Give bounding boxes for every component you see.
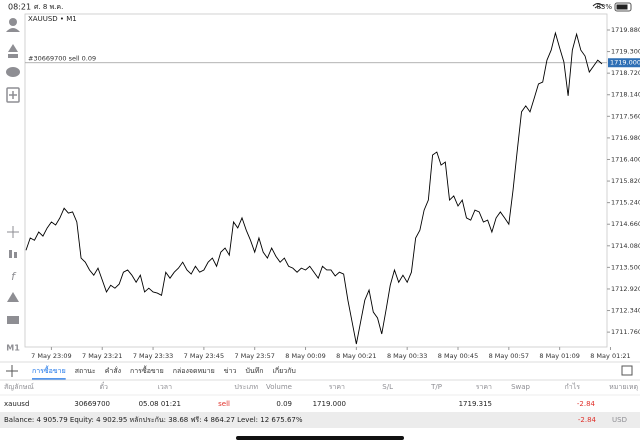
tab[interactable]: เกี่ยวกับ bbox=[273, 366, 296, 375]
battery-fill bbox=[616, 4, 628, 10]
timeframe-button[interactable]: M1 bbox=[6, 344, 20, 353]
cell-ticket: 30669700 bbox=[74, 400, 110, 408]
left-toolbar: f M1 bbox=[6, 18, 20, 353]
status-time: 08:21 bbox=[8, 3, 31, 12]
y-tick-label: 1712.340 bbox=[611, 307, 640, 315]
chart-layer: 1719.880 1719.300 1718.720 1718.140 1717.560… bbox=[25, 26, 640, 360]
y-tick-label: 1712.920 bbox=[611, 285, 640, 293]
cell-symbol: xauusd bbox=[4, 400, 29, 408]
x-tick-label: 8 May 00:45 bbox=[438, 352, 478, 360]
x-tick-label: 8 May 00:21 bbox=[336, 352, 376, 360]
x-tick-label: 7 May 23:33 bbox=[133, 352, 173, 360]
y-tick-label: 1719.880 bbox=[611, 26, 640, 34]
column-header: Swap bbox=[511, 383, 530, 391]
account-icon-body bbox=[6, 28, 20, 32]
y-tick-label: 1716.400 bbox=[611, 155, 640, 163]
home-indicator bbox=[236, 436, 404, 440]
cell-volume: 0.09 bbox=[276, 400, 292, 408]
tab[interactable]: ข่าว bbox=[224, 367, 237, 375]
cell-type: sell bbox=[218, 400, 230, 408]
y-tick-label: 1711.760 bbox=[611, 328, 640, 336]
battery-level: 83% bbox=[596, 3, 612, 11]
chart-symbol: XAUUSD • M1 bbox=[28, 15, 77, 23]
status-date: ศ. 8 พ.ค. bbox=[34, 3, 63, 11]
objects-icon[interactable] bbox=[7, 292, 19, 302]
column-header: Volume bbox=[266, 383, 292, 391]
column-header: ประเภท bbox=[234, 383, 258, 391]
new-order-plus bbox=[9, 91, 17, 99]
column-header: S/L bbox=[382, 383, 393, 391]
x-tick-label: 7 May 23:09 bbox=[31, 352, 71, 360]
add-button[interactable] bbox=[6, 365, 18, 377]
tab-bar: การซื้อขาย สถานะ คำสั่ง การซื้อขาย กล่องจดหม… bbox=[32, 364, 296, 380]
tab[interactable]: สถานะ bbox=[75, 367, 96, 375]
indicator-icon[interactable]: f bbox=[11, 270, 17, 283]
battery-icon bbox=[614, 2, 632, 12]
y-tick-label: 1719.300 bbox=[611, 48, 640, 56]
y-tick-label: 1716.980 bbox=[611, 134, 640, 142]
trade-icon[interactable] bbox=[8, 44, 18, 58]
column-header: ราคา bbox=[476, 383, 492, 391]
chat-icon[interactable] bbox=[6, 67, 20, 77]
y-tick-label: 1718.720 bbox=[611, 69, 640, 77]
account-bar bbox=[0, 412, 640, 428]
y-tick-label: 1714.080 bbox=[611, 242, 640, 250]
chart-frame bbox=[24, 13, 608, 348]
tab[interactable]: บันทึก bbox=[245, 366, 263, 375]
account-summary: Balance: 4 905.79 Equity: 4 902.95 หลักป… bbox=[4, 416, 303, 424]
x-tick-label: 7 May 23:57 bbox=[234, 352, 274, 360]
new-order-icon[interactable] bbox=[6, 87, 20, 103]
current-price-label: 1719.000 bbox=[610, 59, 640, 67]
x-tick-label: 7 May 23:45 bbox=[184, 352, 224, 360]
wifi-icon bbox=[592, 3, 604, 9]
y-tick-label: 1715.240 bbox=[611, 199, 640, 207]
x-tick-label: 8 May 00:33 bbox=[387, 352, 427, 360]
x-tick-label: 8 May 01:09 bbox=[539, 352, 579, 360]
y-tick-label: 1715.820 bbox=[611, 177, 640, 185]
account-profit: -2.84 bbox=[578, 416, 597, 424]
price-line bbox=[25, 31, 603, 345]
current-price-tag bbox=[608, 58, 640, 68]
candles-icon-2 bbox=[14, 252, 17, 258]
cell-price: 1719.315 bbox=[459, 400, 492, 408]
x-tick-label: 8 May 00:09 bbox=[285, 352, 325, 360]
position-row[interactable]: xauusd 30669700 05.08 01:21 sell 0.09 17… bbox=[4, 400, 596, 408]
tab[interactable]: กล่องจดหมาย bbox=[173, 367, 215, 375]
candles-icon[interactable] bbox=[9, 250, 12, 258]
tab-bar-menu[interactable] bbox=[621, 365, 633, 376]
y-tick-label: 1714.660 bbox=[611, 220, 640, 228]
y-tick-label: 1717.560 bbox=[611, 112, 640, 120]
cell-open-price: 1719.000 bbox=[313, 400, 346, 408]
tab[interactable]: การซื้อขาย bbox=[32, 364, 66, 375]
tab[interactable]: คำสั่ง bbox=[105, 366, 121, 375]
column-header: หมายเหตุ bbox=[609, 383, 638, 391]
cell-profit: -2.84 bbox=[577, 400, 596, 408]
column-header: เวลา bbox=[157, 383, 172, 391]
crosshair-icon[interactable] bbox=[7, 226, 19, 238]
column-header: ราคา bbox=[329, 383, 345, 391]
account-currency: USD bbox=[612, 416, 627, 424]
y-tick-label: 1718.140 bbox=[611, 91, 640, 99]
x-tick-label: 8 May 01:21 bbox=[590, 352, 630, 360]
column-header: ตั๋ว bbox=[100, 382, 109, 391]
positions-table: สัญลักษณ์ ตั๋ว เวลา ประเภท Volume ราคา S… bbox=[0, 382, 640, 408]
column-header: T/P bbox=[430, 383, 442, 391]
y-tick-label: 1713.500 bbox=[611, 263, 640, 271]
column-header: สัญลักษณ์ bbox=[4, 383, 34, 391]
cell-time: 05.08 01:21 bbox=[139, 400, 181, 408]
tab[interactable]: การซื้อขาย bbox=[130, 364, 164, 375]
templates-icon[interactable] bbox=[7, 316, 19, 324]
order-line-label: #30669700 sell 0.09 bbox=[28, 55, 96, 63]
x-tick-label: 7 May 23:21 bbox=[82, 352, 122, 360]
account-icon[interactable] bbox=[9, 18, 17, 26]
column-header: กำไร bbox=[565, 382, 581, 391]
x-tick-label: 8 May 00:57 bbox=[489, 352, 529, 360]
